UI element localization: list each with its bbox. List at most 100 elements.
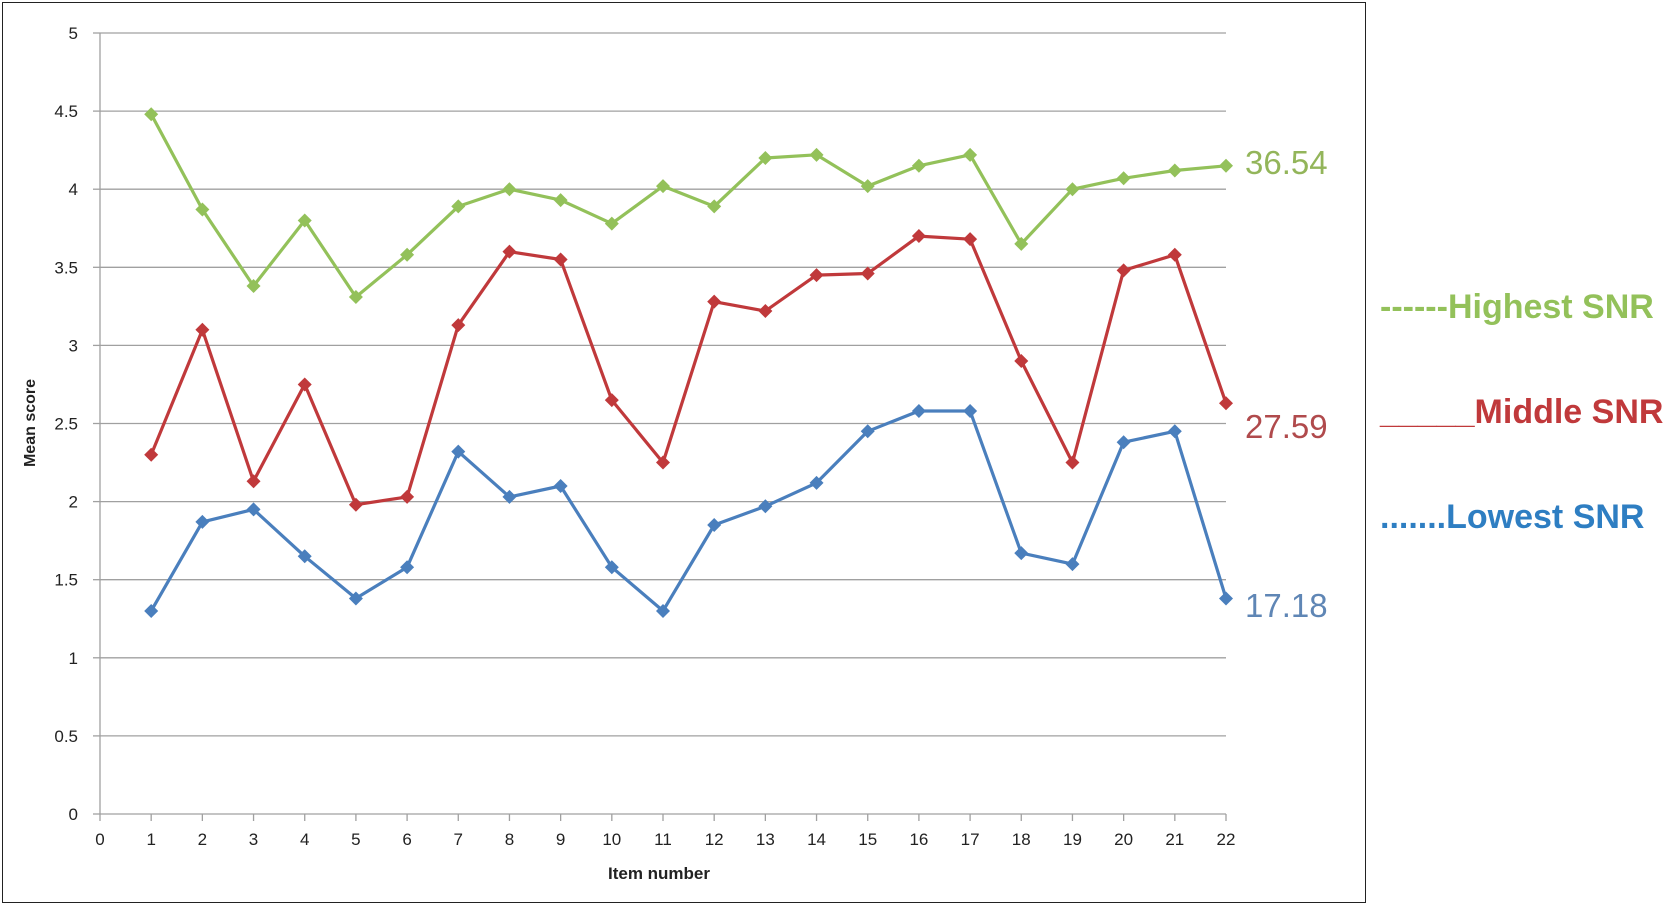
data-point-marker (144, 447, 159, 462)
x-tick-label: 18 (1012, 830, 1031, 849)
x-tick-label: 9 (556, 830, 565, 849)
data-point-marker (1065, 557, 1080, 572)
data-point-marker (758, 150, 773, 165)
data-point-marker (246, 474, 261, 489)
data-point-marker (707, 294, 722, 309)
data-point-marker (297, 377, 312, 392)
data-point-marker (400, 247, 415, 262)
data-point-marker (860, 179, 875, 194)
data-point-marker (195, 322, 210, 337)
data-point-marker (553, 193, 568, 208)
tick-labels: 00.511.522.533.544.550 1 2 3 4 5 6 7 8 9 10 11 12 13 1… (54, 24, 1235, 849)
data-point-marker (400, 560, 415, 575)
x-tick-label: 17 (961, 830, 980, 849)
data-point-marker (1116, 435, 1131, 450)
x-tick-label: 12 (705, 830, 724, 849)
data-point-marker (1065, 455, 1080, 470)
data-point-marker (502, 489, 517, 504)
x-tick-label: 2 (198, 830, 207, 849)
end-label-lowest: 17.18 (1245, 587, 1328, 624)
end-label-middle: 27.59 (1245, 408, 1328, 445)
x-tick-label: 13 (756, 830, 775, 849)
x-tick-label: 22 (1217, 830, 1236, 849)
legend-item-lowest-snr: .......Lowest SNR (1380, 498, 1644, 537)
y-tick-label: 4.5 (54, 102, 78, 121)
legend-label: Highest SNR (1447, 288, 1654, 326)
x-axis-label: Item number (608, 864, 710, 883)
data-point-marker (195, 514, 210, 529)
x-tick-label: 3 (249, 830, 258, 849)
x-tick-label: 8 (505, 830, 514, 849)
data-point-marker (502, 244, 517, 259)
axes (93, 32, 1227, 821)
data-point-marker (144, 603, 159, 618)
data-point-marker (911, 229, 926, 244)
data-point-marker (195, 202, 210, 217)
y-tick-label: 3.5 (54, 258, 78, 277)
data-point-marker (604, 216, 619, 231)
data-point-marker (1014, 236, 1029, 251)
x-tick-label: 7 (454, 830, 463, 849)
x-tick-label: 11 (654, 830, 672, 849)
x-tick-label: 4 (300, 830, 309, 849)
chart-frame: 0 0.5 1 1.5 2 2.5 3 3.5 4 4.5 5 0 1 2 3 4 5 6 7 8 9 10 11 12 13 1… (2, 2, 1366, 903)
y-tick-label: 0 (69, 805, 78, 824)
data-point-marker (1014, 354, 1029, 369)
y-tick-label: 2 (69, 493, 78, 512)
data-point-marker (1065, 182, 1080, 197)
data-point-marker (451, 444, 466, 459)
data-point-marker (656, 179, 670, 194)
line-chart: 00.511.522.533.544.550 1 2 3 4 5 6 7 8 9 10 11 12 13 1… (22, 24, 1235, 883)
data-point-marker (246, 502, 261, 517)
data-point-marker (1219, 396, 1233, 411)
data-point-marker (809, 475, 824, 490)
data-point-marker (963, 404, 978, 419)
series-line (149, 234, 1228, 507)
data-point-marker (1167, 247, 1182, 262)
data-point-marker (348, 497, 363, 512)
x-tick-label: 1 (146, 830, 155, 849)
data-point-marker (911, 158, 926, 173)
series-middle-snr (144, 229, 1233, 512)
y-tick-label: 4 (69, 180, 78, 199)
x-tick-label: 14 (807, 830, 826, 849)
x-tick-label: 15 (858, 830, 877, 849)
data-point-marker (809, 147, 824, 162)
legend-line-prefix: _____ (1380, 393, 1475, 431)
data-point-marker (553, 478, 568, 493)
data-point-marker (604, 560, 619, 575)
data-point-marker (348, 289, 363, 304)
data-point-marker (1219, 158, 1233, 173)
x-tick-label: 0 (95, 830, 104, 849)
data-point-marker (400, 489, 415, 504)
x-tick-label: 6 (402, 830, 411, 849)
data-point-marker (297, 213, 312, 228)
data-point-marker (1219, 591, 1233, 606)
data-point-marker (553, 252, 568, 267)
data-point-marker (911, 404, 926, 419)
data-point-marker (1116, 263, 1131, 278)
data-point-marker (1167, 424, 1182, 439)
data-point-marker (297, 549, 312, 564)
data-point-marker (502, 182, 517, 197)
data-point-marker (707, 199, 722, 214)
data-point-marker (860, 424, 875, 439)
data-point-marker (758, 304, 773, 319)
data-point-marker (860, 266, 875, 281)
legend-line-prefix: ....... (1380, 498, 1447, 536)
y-tick-label: 3 (69, 336, 78, 355)
x-tick-label: 16 (909, 830, 928, 849)
gridlines (100, 32, 1226, 737)
end-label-highest: 36.54 (1245, 144, 1328, 181)
series-group (144, 107, 1233, 618)
data-point-marker (963, 232, 978, 247)
data-point-marker (144, 107, 159, 122)
data-point-marker (246, 279, 261, 294)
x-tick-label: 10 (602, 830, 621, 849)
series-line (149, 409, 1228, 613)
data-point-marker (758, 499, 773, 514)
data-point-marker (451, 318, 466, 333)
data-point-marker (451, 199, 466, 214)
y-tick-label: 5 (69, 24, 78, 43)
y-axis-label: Mean score (22, 379, 39, 467)
